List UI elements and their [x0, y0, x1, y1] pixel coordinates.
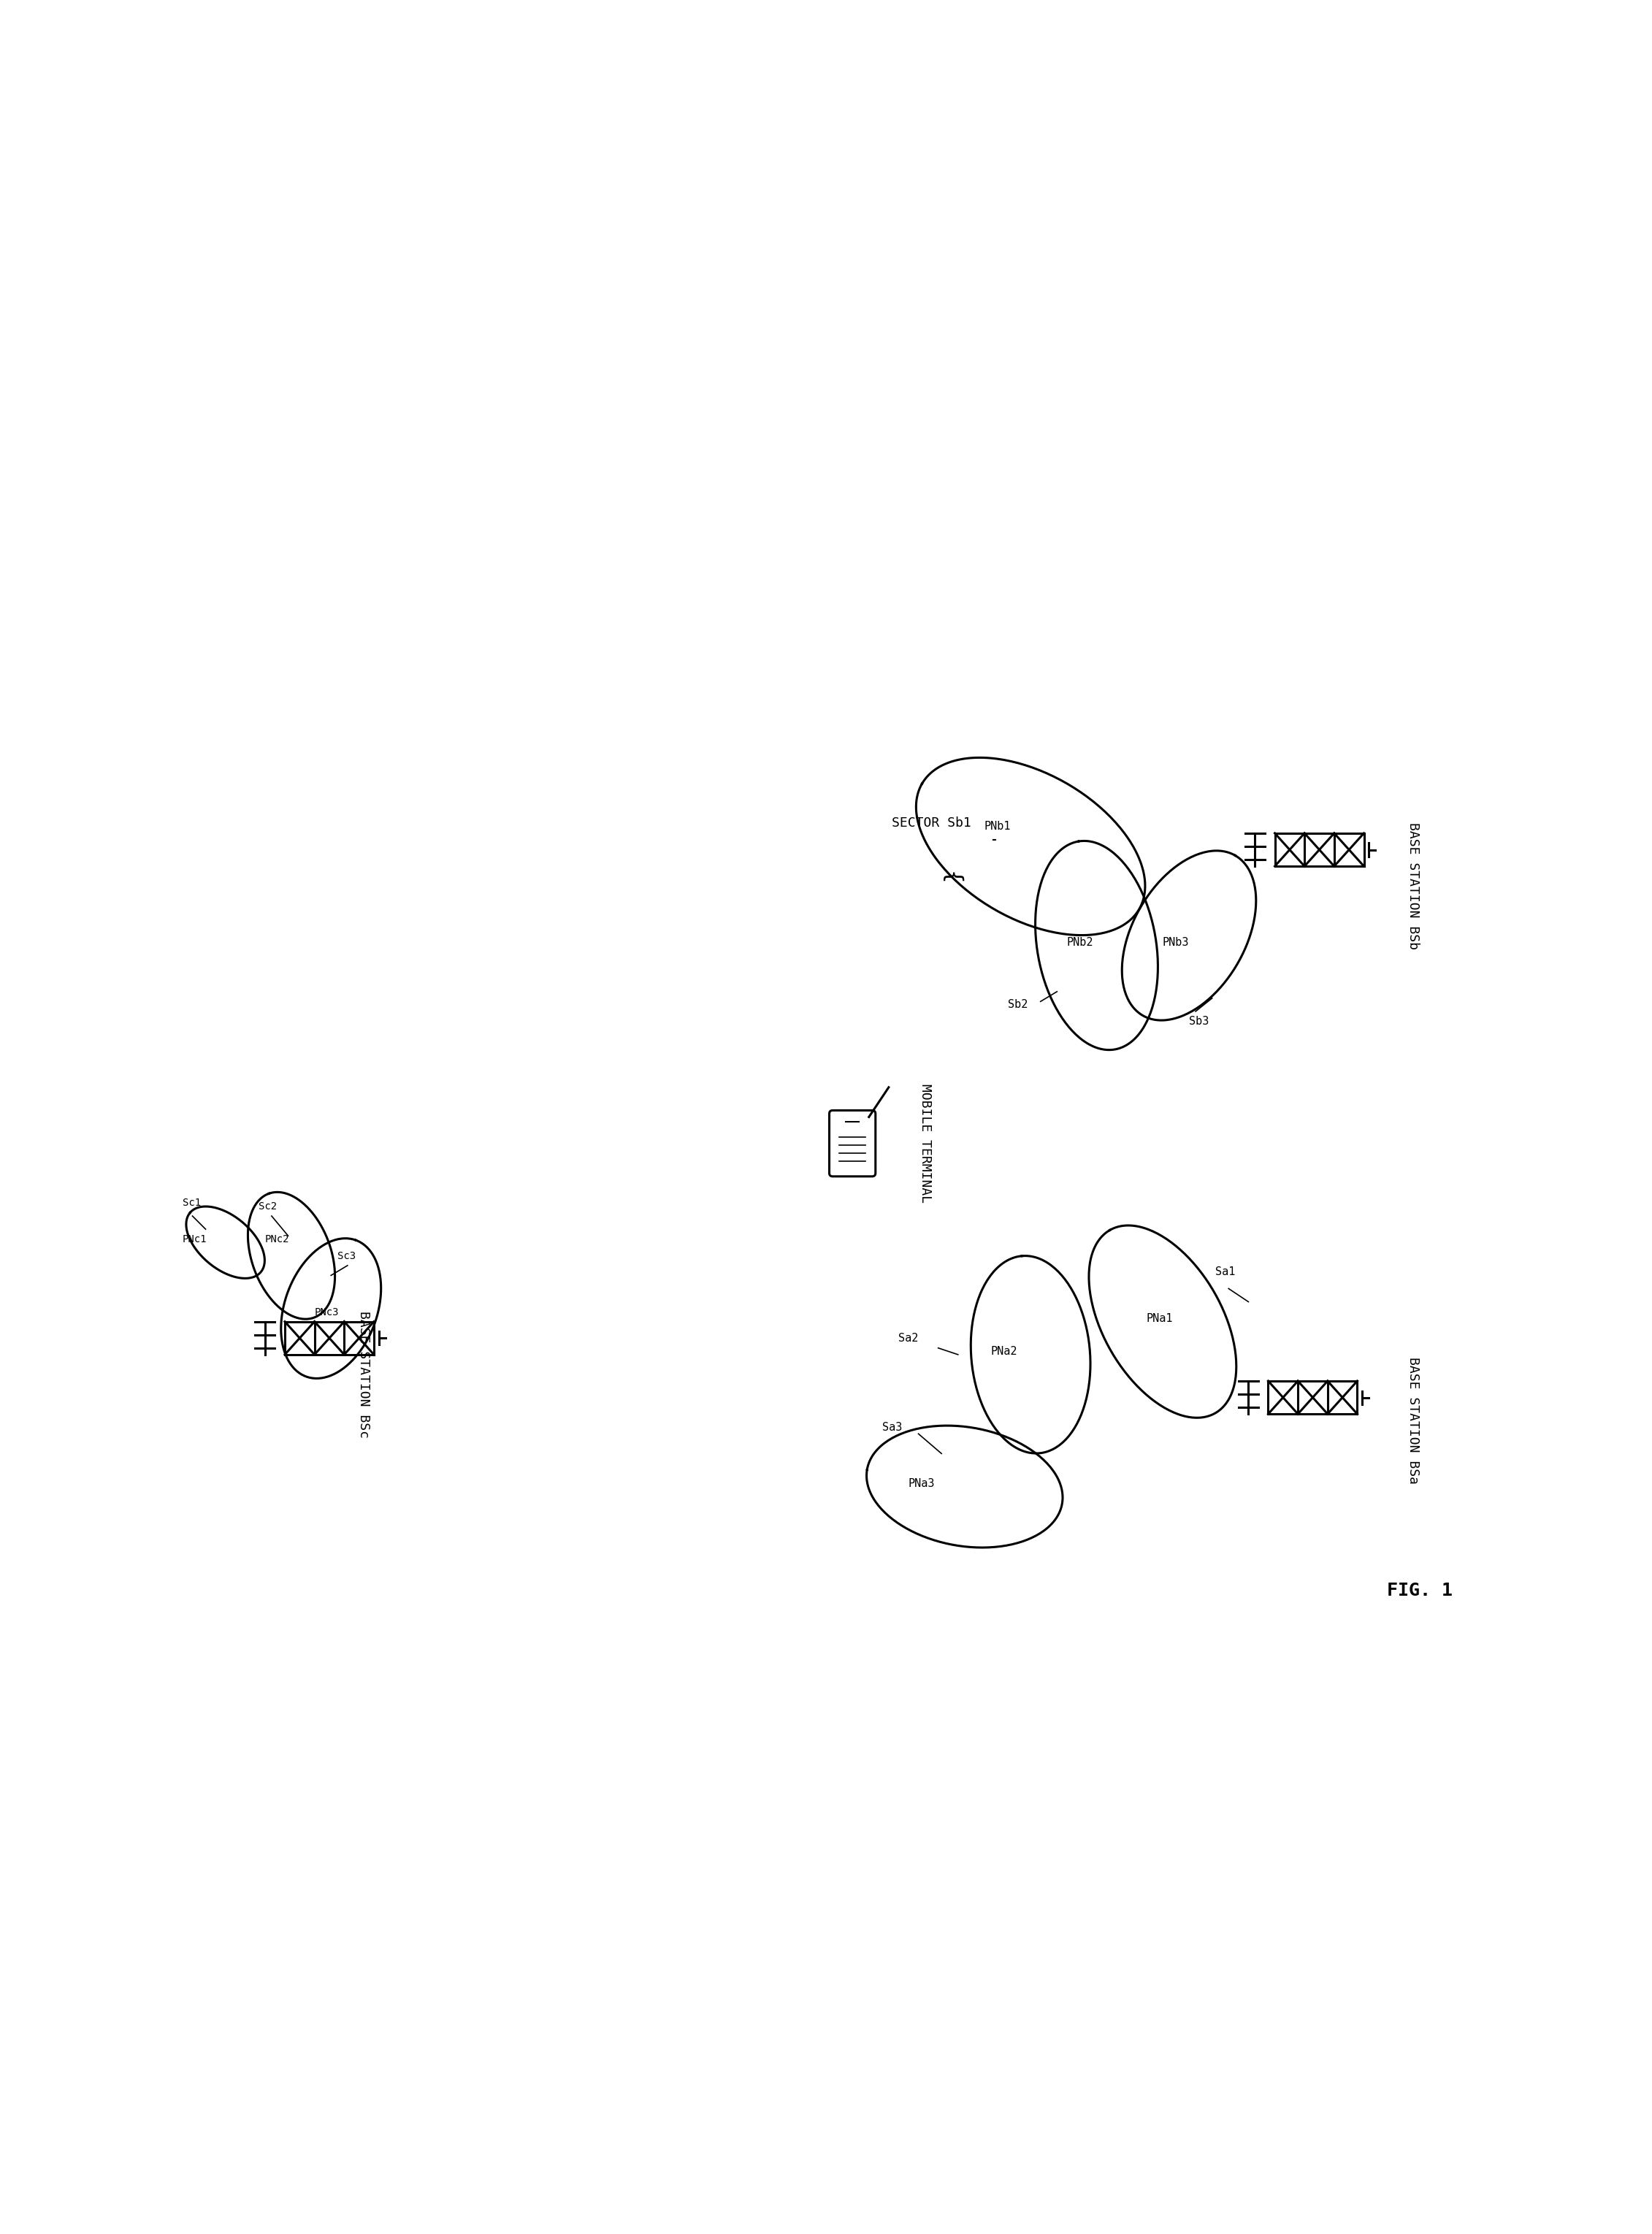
- Text: PNb3: PNb3: [1163, 936, 1189, 947]
- Text: Sc3: Sc3: [337, 1251, 355, 1260]
- Text: Sa2: Sa2: [899, 1334, 919, 1343]
- Text: }: }: [942, 867, 963, 880]
- Text: Sb3: Sb3: [1189, 1016, 1209, 1028]
- Text: BASE STATION BSc: BASE STATION BSc: [357, 1311, 370, 1439]
- Text: FIG. 1: FIG. 1: [1388, 1582, 1452, 1600]
- Text: PNb1: PNb1: [985, 822, 1011, 831]
- Text: PNa1: PNa1: [1146, 1314, 1173, 1325]
- Text: MOBILE TERMINAL: MOBILE TERMINAL: [919, 1083, 932, 1202]
- Text: PNa3: PNa3: [909, 1479, 935, 1488]
- Text: PNb2: PNb2: [1067, 936, 1094, 947]
- Text: Sb2: Sb2: [1008, 999, 1028, 1010]
- Text: PNc2: PNc2: [264, 1235, 289, 1244]
- Text: PNa2: PNa2: [991, 1345, 1018, 1356]
- Text: SECTOR Sb1: SECTOR Sb1: [892, 815, 971, 829]
- Text: PNc3: PNc3: [314, 1307, 339, 1318]
- Text: Sa3: Sa3: [882, 1421, 902, 1432]
- Text: BASE STATION BSb: BASE STATION BSb: [1408, 822, 1421, 949]
- Text: Sc2: Sc2: [258, 1202, 278, 1211]
- Text: PNc1: PNc1: [182, 1235, 206, 1244]
- Text: Sc1: Sc1: [182, 1197, 202, 1209]
- Text: BASE STATION BSa: BASE STATION BSa: [1408, 1356, 1421, 1483]
- Text: Sa1: Sa1: [1216, 1267, 1236, 1278]
- FancyBboxPatch shape: [829, 1110, 876, 1177]
